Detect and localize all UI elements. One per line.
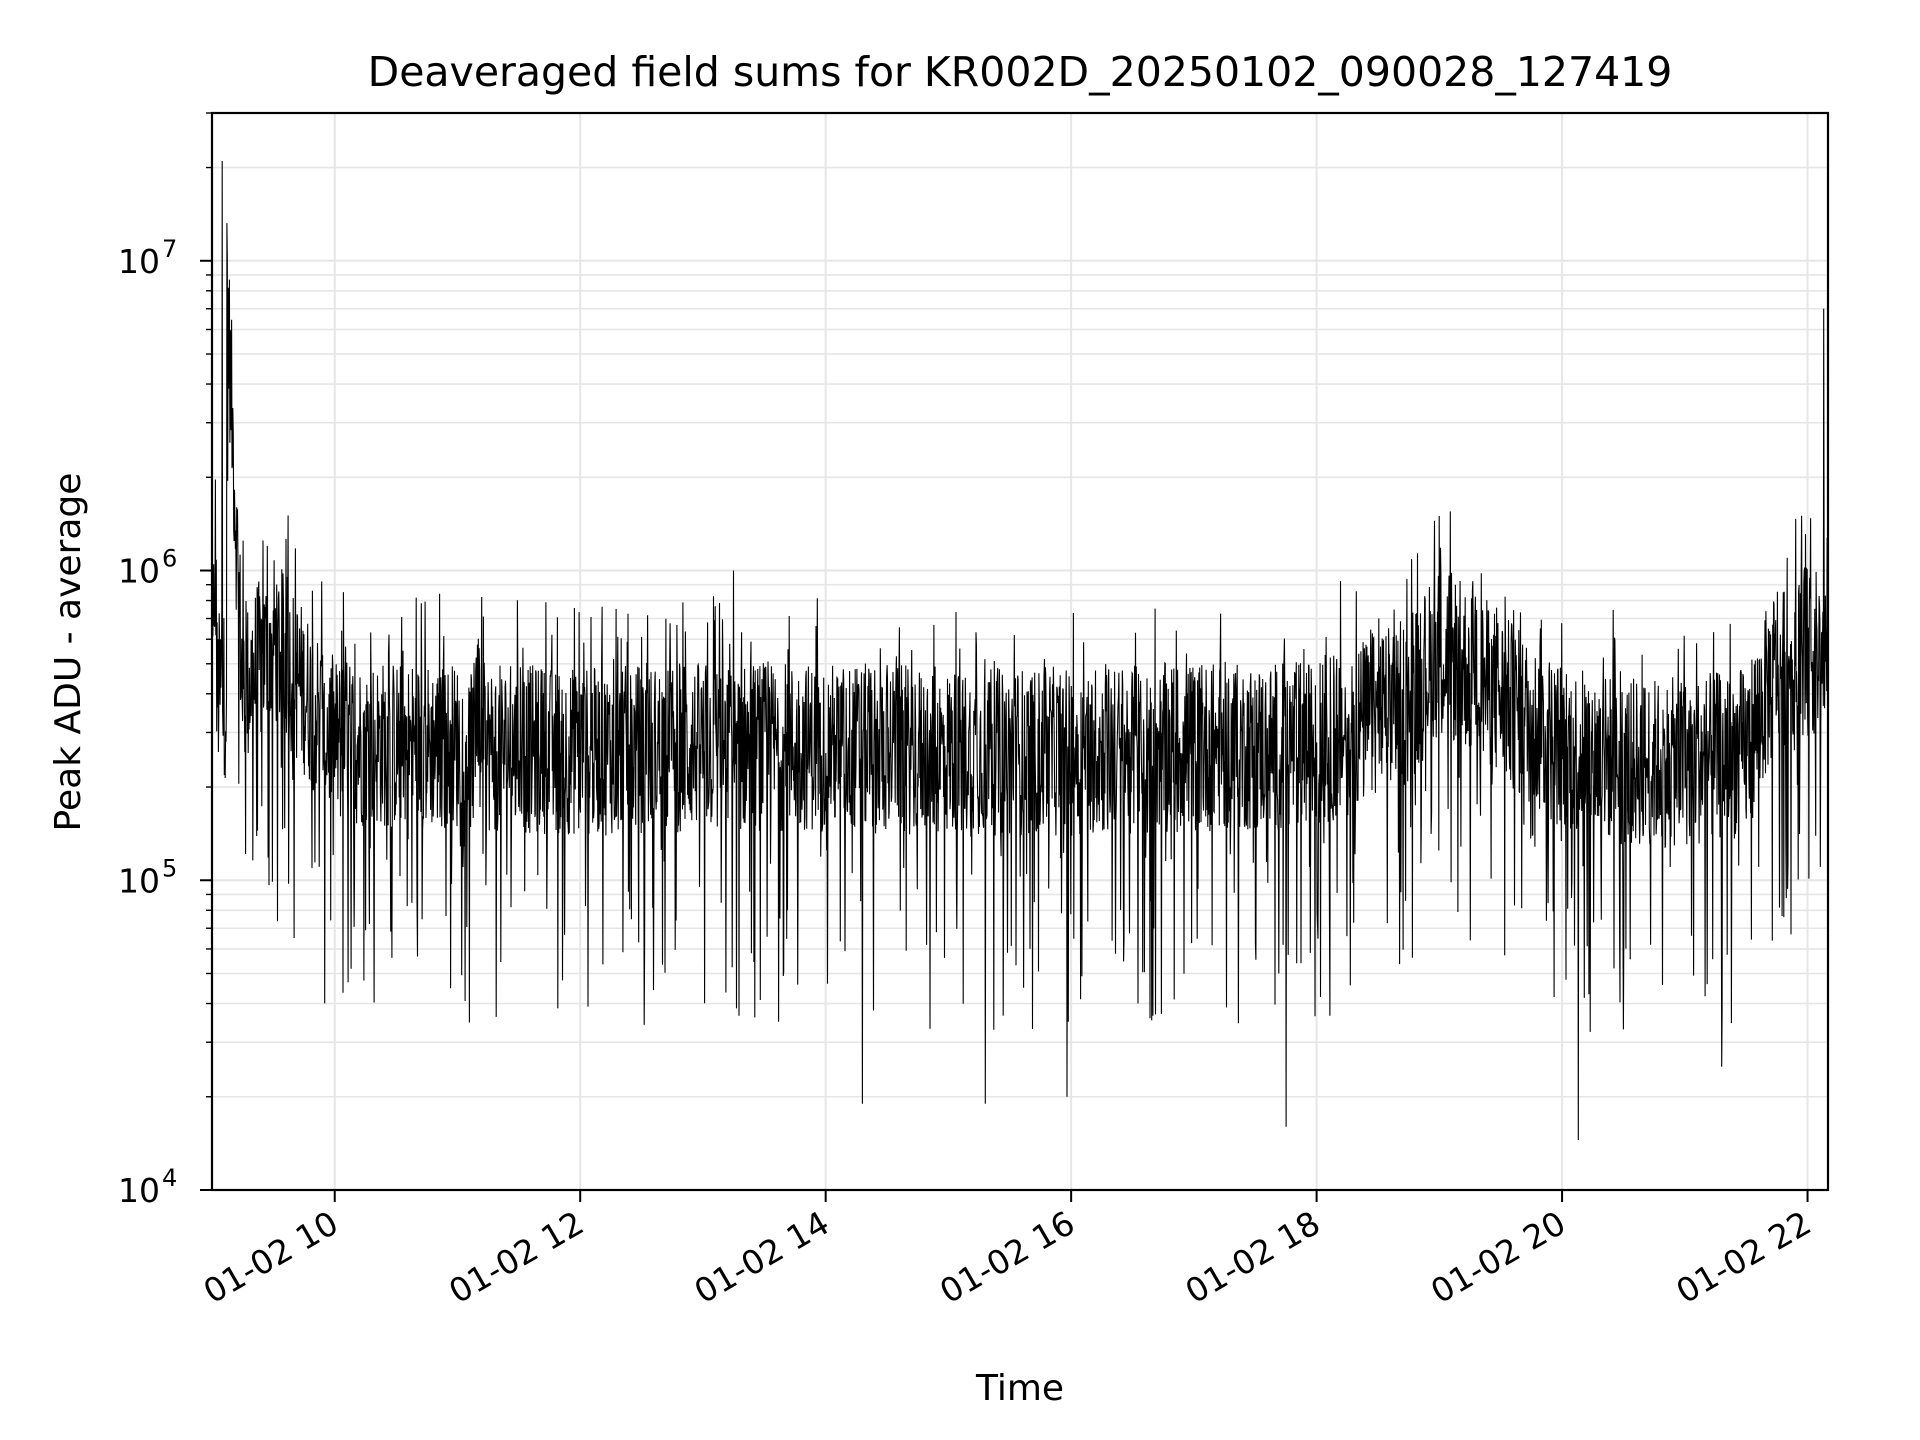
y-tick-label: 10 [118,242,160,281]
series-line [211,160,1829,1141]
y-tick-exponent: 5 [162,854,177,882]
y-tick-exponent: 7 [162,235,177,263]
data-series [211,160,1829,1141]
y-axis-label: Peak ADU - average [48,473,89,832]
y-tick-label: 10 [118,1171,160,1210]
chart-title: Deaveraged field sums for KR002D_2025010… [368,48,1673,96]
y-tick-exponent: 4 [162,1164,177,1192]
y-tick-label: 10 [118,861,160,900]
plot-frame [210,111,1830,1192]
y-tick-label: 10 [118,552,160,591]
y-tick-exponent: 6 [162,545,177,573]
x-axis-label: Time [975,1368,1064,1409]
